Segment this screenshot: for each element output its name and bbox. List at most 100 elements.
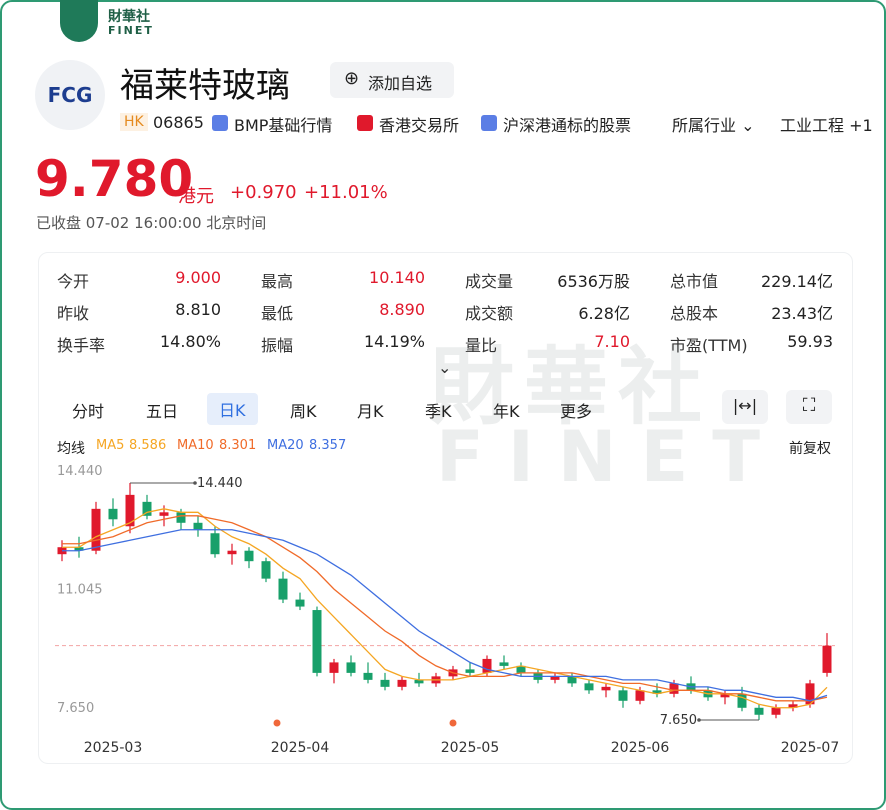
tab[interactable]: 分时 bbox=[72, 402, 105, 421]
annotation-dot bbox=[697, 718, 701, 722]
stat-label: 今开 bbox=[57, 272, 90, 291]
legend-value: 8.357 bbox=[309, 438, 347, 453]
stat-value: 23.43亿 bbox=[771, 304, 833, 323]
stat-value: 7.10 bbox=[594, 332, 630, 351]
candle-body bbox=[754, 707, 764, 715]
stats-card bbox=[38, 252, 853, 764]
event-dot bbox=[273, 719, 281, 727]
candle-body bbox=[601, 686, 611, 691]
candle-body bbox=[159, 512, 169, 516]
brand-badge bbox=[60, 0, 98, 42]
stat-value: 8.890 bbox=[379, 300, 425, 319]
tab[interactable]: 季K bbox=[425, 402, 452, 421]
industry: 工业工程 +1 bbox=[780, 112, 873, 136]
watermark-sub: FINET bbox=[436, 416, 785, 498]
stat-value: 6536万股 bbox=[557, 272, 630, 291]
change: +0.970 bbox=[230, 182, 297, 203]
candle-body bbox=[91, 508, 101, 551]
industry-label-text: 所属行业 bbox=[672, 116, 737, 135]
candle-body bbox=[635, 690, 645, 701]
stat-label: 总股本 bbox=[670, 304, 719, 323]
candle-body bbox=[584, 683, 594, 691]
status: 已收盘 07-02 16:00:00 北京时间 bbox=[36, 214, 267, 232]
candle-body bbox=[414, 679, 424, 684]
annotation-label: 14.440 bbox=[197, 476, 243, 491]
fullscreen-button[interactable]: ⛶ bbox=[786, 390, 832, 424]
tab[interactable]: 月K bbox=[357, 402, 384, 421]
candle-body bbox=[788, 704, 798, 708]
price: 9.780 bbox=[35, 150, 194, 208]
candle-body bbox=[193, 522, 203, 530]
market-tag: HK bbox=[120, 113, 148, 131]
adjust[interactable]: 前复权 bbox=[789, 441, 831, 457]
candle-body bbox=[278, 578, 288, 600]
candle-body bbox=[329, 662, 339, 673]
ma-line bbox=[62, 515, 828, 702]
expand[interactable]: ⌄ bbox=[438, 358, 452, 377]
tag: BMP基础行情 bbox=[234, 116, 333, 135]
stock-name: 福莱特玻璃 bbox=[120, 66, 290, 106]
watermark: 財華社 bbox=[430, 338, 713, 436]
stat-label: 市盈(TTM) bbox=[670, 336, 748, 355]
legend-value: 8.586 bbox=[129, 438, 167, 453]
candle-body bbox=[805, 683, 815, 705]
candle-body bbox=[125, 494, 135, 527]
candle-body bbox=[142, 501, 152, 516]
tab[interactable]: 更多 bbox=[560, 402, 593, 421]
y-tick-label: 11.045 bbox=[57, 583, 103, 598]
company-logo: FCG bbox=[35, 60, 105, 130]
stat-value: 14.19% bbox=[363, 332, 425, 351]
tag-icon bbox=[212, 115, 228, 131]
candle-body bbox=[737, 693, 747, 708]
y-tick-label: 14.440 bbox=[57, 464, 103, 479]
candle-body bbox=[652, 690, 662, 694]
stat-label: 昨收 bbox=[57, 304, 90, 323]
ma-line bbox=[62, 508, 828, 709]
x-tick-label: 2025-06 bbox=[611, 740, 670, 756]
x-tick-label: 2025-03 bbox=[84, 740, 143, 756]
stat-label: 换手率 bbox=[57, 336, 106, 355]
candle-body bbox=[261, 561, 271, 579]
candle-body bbox=[227, 550, 237, 555]
legend-name: MA5 bbox=[96, 438, 125, 453]
industry-label: 所属行业 ⌄ bbox=[672, 116, 755, 135]
stock-code: 06865 bbox=[153, 113, 204, 132]
candle-body bbox=[516, 665, 526, 673]
candle-body bbox=[108, 508, 118, 520]
candle-body bbox=[74, 547, 84, 551]
x-tick-label: 2025-05 bbox=[441, 740, 500, 756]
candle-body bbox=[346, 662, 356, 673]
candle-body bbox=[210, 533, 220, 555]
watch-button[interactable]: ⊕ 添加自选 bbox=[330, 62, 454, 98]
stat-label: 最高 bbox=[261, 272, 294, 291]
tab[interactable]: 五日 bbox=[146, 402, 179, 421]
event-dot bbox=[449, 719, 457, 727]
candle-body bbox=[822, 645, 832, 673]
currency: 港元 bbox=[178, 186, 214, 207]
watch-text: 添加自选 bbox=[368, 74, 433, 93]
stat-value: 59.93 bbox=[787, 332, 833, 351]
tag: 香港交易所 bbox=[379, 116, 460, 135]
candle-body bbox=[567, 676, 577, 684]
candle-body bbox=[380, 679, 390, 687]
tab[interactable]: 日K bbox=[207, 393, 258, 425]
stat-label: 量比 bbox=[465, 336, 498, 355]
candle-body bbox=[176, 512, 186, 523]
zoom-button[interactable]: |↔| bbox=[722, 390, 768, 424]
stat-label: 振幅 bbox=[261, 336, 294, 355]
candle-body bbox=[295, 599, 305, 607]
brand-name: 財華社 bbox=[108, 9, 150, 25]
tab[interactable]: 年K bbox=[493, 402, 520, 421]
tab[interactable]: 周K bbox=[290, 402, 317, 421]
candle-body bbox=[499, 662, 509, 666]
stat-value: 10.140 bbox=[369, 268, 425, 287]
candle-body bbox=[669, 683, 679, 694]
ma-label: 均线 bbox=[57, 441, 85, 457]
candle-body bbox=[482, 658, 492, 673]
stat-value: 6.28亿 bbox=[578, 304, 630, 323]
industry-more: +1 bbox=[849, 116, 873, 135]
ma-line bbox=[62, 529, 828, 702]
x-tick-label: 2025-07 bbox=[781, 740, 840, 756]
candle-body bbox=[397, 679, 407, 687]
